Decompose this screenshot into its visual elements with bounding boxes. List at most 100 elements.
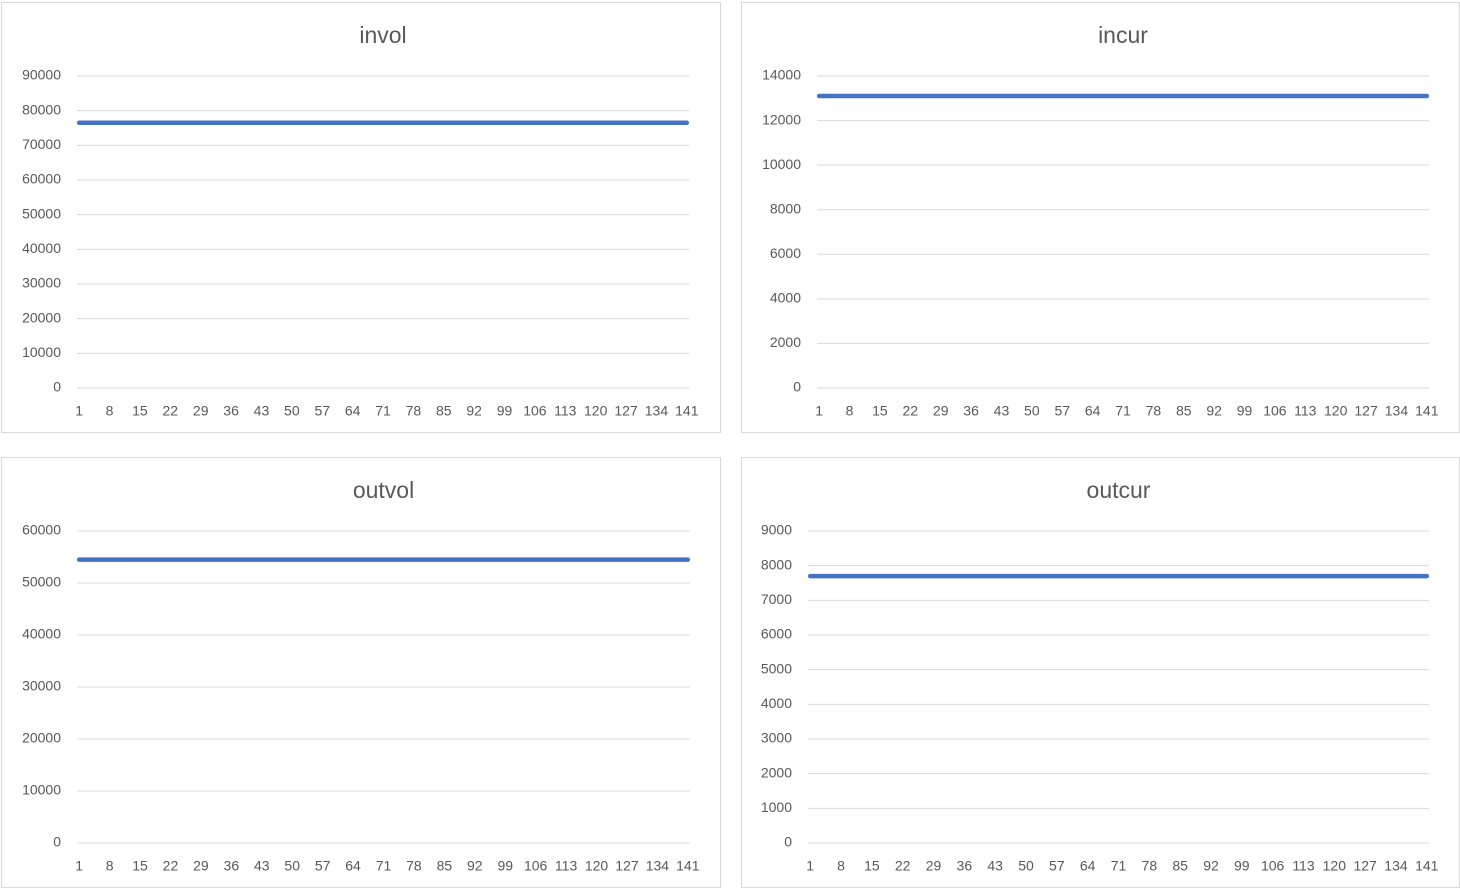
- x-tick-label: 78: [406, 403, 422, 419]
- x-tick-label: 43: [987, 858, 1003, 874]
- y-tick-label: 20000: [22, 309, 61, 325]
- x-tick-label: 36: [957, 858, 973, 874]
- x-tick-label: 141: [1415, 858, 1439, 874]
- y-tick-label: 1000: [761, 799, 792, 815]
- y-tick-label: 70000: [22, 136, 61, 152]
- x-tick-label: 92: [467, 858, 483, 874]
- x-tick-label: 113: [1292, 858, 1315, 874]
- y-tick-label: 10000: [22, 344, 61, 360]
- x-tick-label: 57: [315, 858, 331, 874]
- y-tick-label: 60000: [22, 522, 61, 538]
- x-tick-label: 141: [675, 403, 699, 419]
- chart-title: outcur: [1087, 477, 1151, 503]
- chart-panel: outcur 0 1000 2000 3000 4000 5000 6000 7000 8000 9…: [741, 457, 1460, 888]
- x-tick-label: 134: [1385, 403, 1409, 419]
- x-tick-label: 120: [585, 858, 609, 874]
- x-tick-label: 43: [994, 403, 1010, 419]
- x-tick-label: 71: [1115, 403, 1131, 419]
- x-tick-label: 85: [1176, 403, 1192, 419]
- x-tick-label: 134: [1384, 858, 1408, 874]
- x-tick-label: 64: [345, 403, 361, 419]
- x-tick-label: 120: [584, 403, 608, 419]
- x-tick-label: 57: [314, 403, 330, 419]
- x-tick-label: 29: [193, 403, 209, 419]
- x-tick-label: 50: [1018, 858, 1034, 874]
- y-tick-label: 30000: [22, 275, 61, 291]
- x-tick-label: 127: [615, 858, 639, 874]
- y-tick-label: 0: [784, 834, 792, 850]
- x-tick-label: 57: [1049, 858, 1065, 874]
- x-tick-label: 50: [1024, 403, 1040, 419]
- y-tick-label: 10000: [22, 782, 61, 798]
- y-tick-label: 0: [53, 834, 61, 850]
- chart-panel: outvol 0 10000 20000 30000 40000 50000 60000 1 8 1…: [1, 457, 721, 888]
- x-tick-label: 99: [497, 858, 513, 874]
- x-tick-label: 120: [1323, 858, 1347, 874]
- x-tick-label: 1: [75, 858, 83, 874]
- y-tick-label: 80000: [22, 101, 61, 117]
- x-tick-label: 43: [254, 403, 270, 419]
- y-tick-label: 2000: [761, 764, 792, 780]
- x-tick-label: 22: [895, 858, 911, 874]
- x-tick-label: 29: [933, 403, 949, 419]
- x-tick-label: 106: [523, 403, 547, 419]
- x-tick-label: 29: [193, 858, 209, 874]
- x-tick-label: 15: [132, 403, 148, 419]
- x-tick-label: 71: [375, 403, 391, 419]
- x-tick-label: 22: [163, 858, 179, 874]
- x-tick-label: 8: [106, 858, 114, 874]
- x-tick-label: 113: [1294, 403, 1317, 419]
- x-tick-label: 92: [1203, 858, 1219, 874]
- x-tick-label: 22: [163, 403, 179, 419]
- x-tick-label: 64: [1085, 403, 1101, 419]
- x-tick-label: 106: [1263, 403, 1287, 419]
- x-tick-label: 127: [614, 403, 638, 419]
- x-tick-label: 127: [1354, 403, 1378, 419]
- y-tick-label: 0: [793, 379, 801, 395]
- x-tick-label: 36: [963, 403, 979, 419]
- x-tick-label: 71: [376, 858, 392, 874]
- x-tick-label: 85: [437, 858, 453, 874]
- x-tick-label: 99: [1237, 403, 1253, 419]
- x-tick-label: 92: [1206, 403, 1222, 419]
- x-tick-label: 15: [864, 858, 880, 874]
- y-tick-label: 0: [53, 379, 61, 395]
- x-tick-label: 64: [345, 858, 361, 874]
- x-tick-label: 92: [466, 403, 482, 419]
- y-tick-label: 50000: [22, 574, 61, 590]
- y-tick-label: 2000: [770, 334, 801, 350]
- x-tick-label: 85: [436, 403, 452, 419]
- x-tick-label: 1: [75, 403, 83, 419]
- y-tick-label: 20000: [22, 730, 61, 746]
- x-tick-label: 1: [815, 403, 823, 419]
- x-tick-label: 71: [1111, 858, 1127, 874]
- y-tick-label: 10000: [762, 156, 801, 172]
- y-tick-label: 14000: [762, 67, 801, 83]
- y-tick-label: 4000: [761, 695, 792, 711]
- x-tick-label: 78: [1146, 403, 1162, 419]
- x-tick-label: 36: [224, 858, 240, 874]
- y-tick-label: 60000: [22, 171, 61, 187]
- x-tick-label: 15: [132, 858, 148, 874]
- x-tick-label: 64: [1080, 858, 1096, 874]
- y-tick-label: 40000: [22, 240, 61, 256]
- x-tick-label: 134: [645, 403, 669, 419]
- chart-panel: incur 0 2000 4000 6000 8000 10000 12000 14000 1 8 1…: [741, 2, 1460, 433]
- chart-title: incur: [1098, 22, 1148, 48]
- x-tick-label: 106: [1261, 858, 1285, 874]
- x-tick-label: 1: [806, 858, 814, 874]
- x-tick-label: 141: [1415, 403, 1439, 419]
- x-tick-label: 8: [106, 403, 114, 419]
- y-tick-label: 7000: [761, 591, 792, 607]
- x-tick-label: 99: [497, 403, 513, 419]
- x-tick-label: 113: [555, 858, 578, 874]
- x-tick-label: 50: [284, 403, 300, 419]
- y-tick-label: 3000: [761, 730, 792, 746]
- x-tick-label: 120: [1324, 403, 1348, 419]
- x-tick-label: 127: [1353, 858, 1377, 874]
- y-tick-label: 30000: [22, 678, 61, 694]
- x-tick-label: 29: [926, 858, 942, 874]
- x-tick-label: 57: [1054, 403, 1070, 419]
- x-tick-label: 134: [646, 858, 670, 874]
